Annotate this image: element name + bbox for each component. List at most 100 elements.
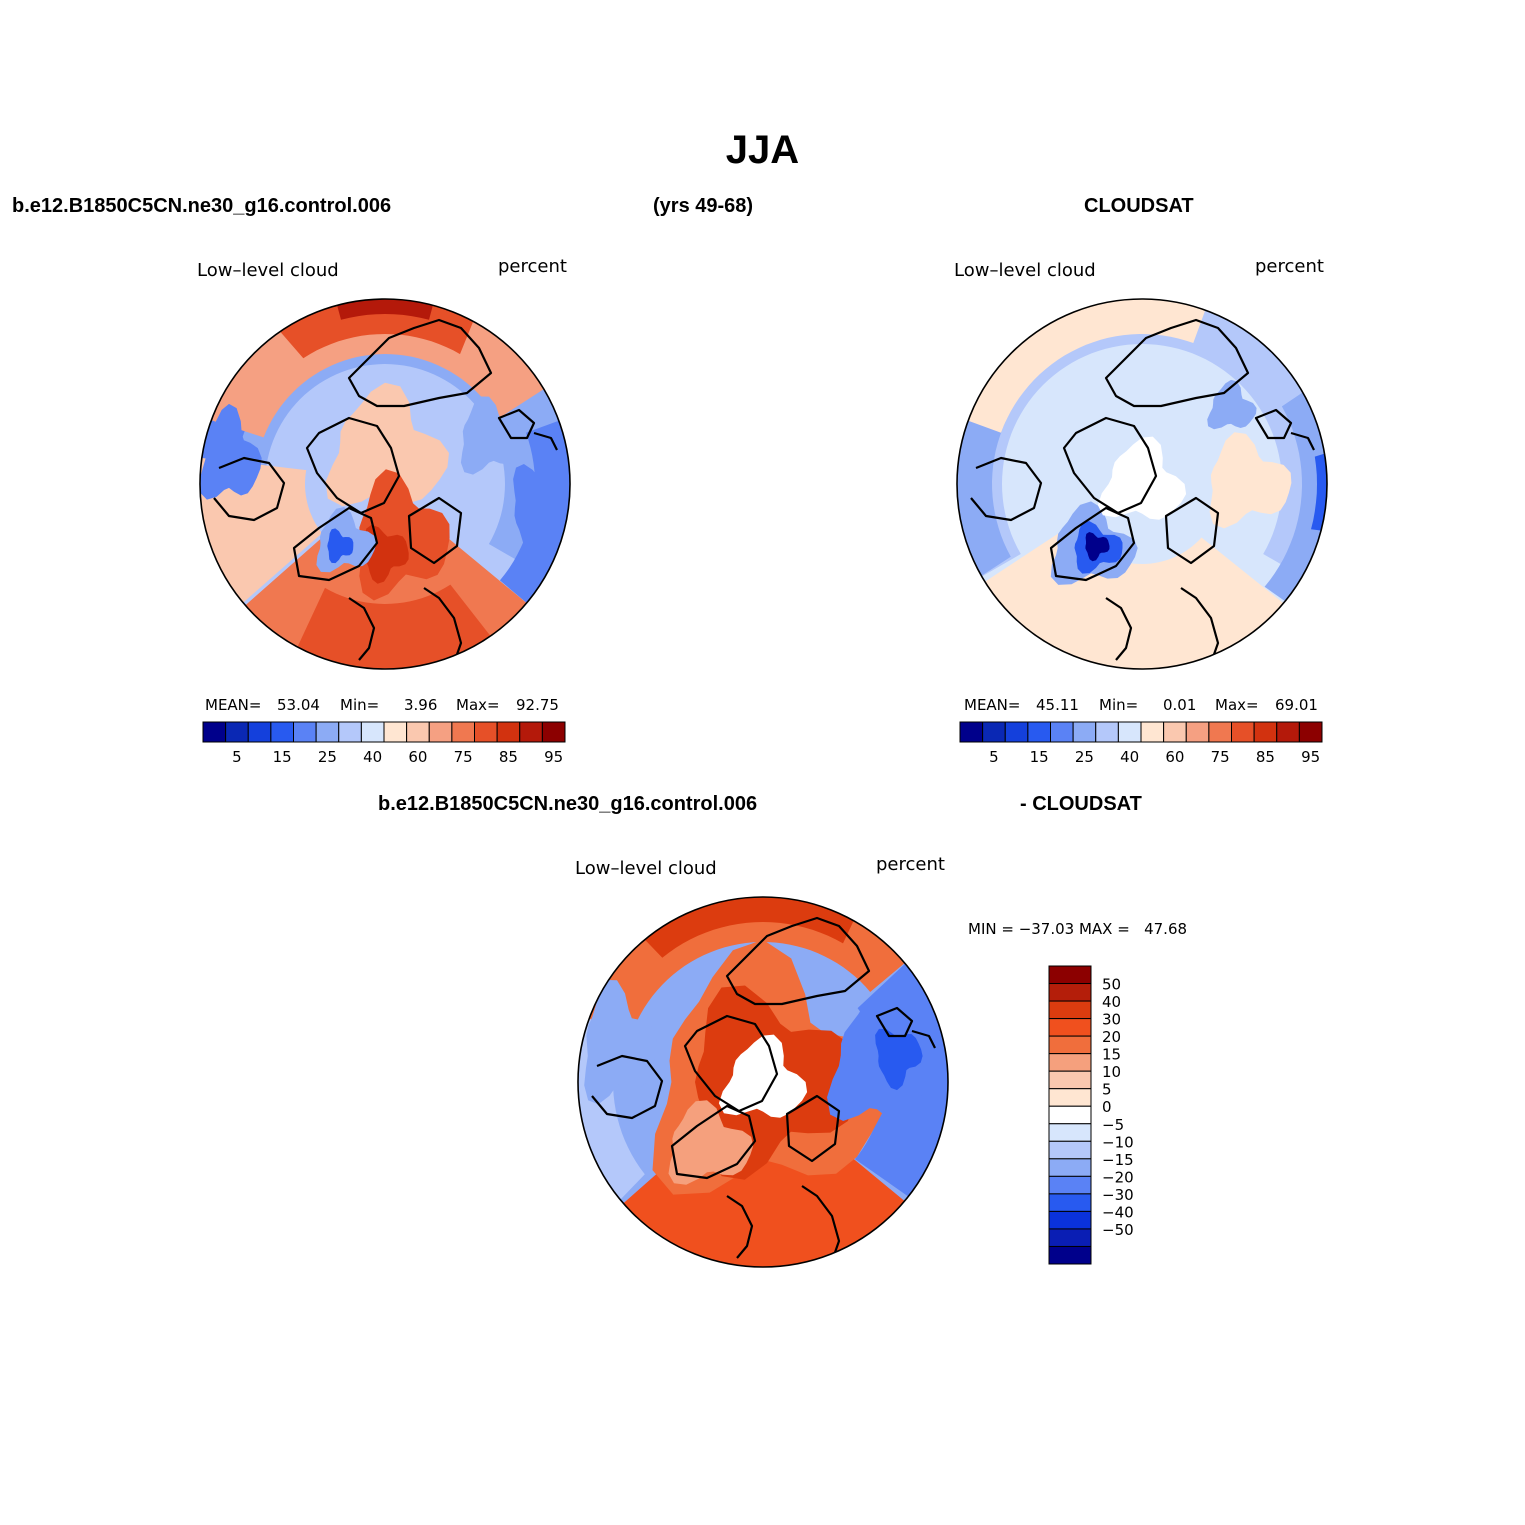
colorbar-tick-label: −10 [1102,1133,1134,1151]
colorbar-tick-label: 20 [1102,1028,1121,1046]
colorbar-swatch [202,721,227,743]
field-contour [1207,379,1257,430]
field-contour [327,528,354,564]
colorbar-swatch [496,721,521,743]
coastline [533,431,558,451]
coastline [347,318,493,408]
colorbar-tick-label: 50 [1102,976,1121,994]
colorbar-swatch [1048,1193,1092,1212]
obs-name: CLOUDSAT [1084,195,1194,217]
colorbar-tick-label: 25 [1075,748,1094,766]
colorbar-swatch [1095,721,1119,743]
colorbar-tick-label: 85 [499,748,518,766]
coastline [407,496,463,565]
model-mean-label: MEAN= [205,696,262,714]
obs-mean-label: MEAN= [964,696,1021,714]
field-contour [513,464,570,558]
colorbar-tick-label: −40 [1102,1203,1134,1221]
colorbar-tick-label: 95 [1301,748,1320,766]
colorbar-tick-label: 5 [232,748,242,766]
colorbar-tick-label: 60 [408,748,427,766]
colorbar-swatch [451,721,475,743]
colorbar-swatch [1048,1035,1092,1055]
colorbar-swatch [474,721,498,743]
obs-max-value: 69.01 [1275,696,1318,714]
colorbar-swatch [1048,1228,1092,1247]
colorbar-swatch [982,721,1006,743]
model-max-label: Max= [456,696,500,714]
diff-polar-map [577,896,949,1268]
colorbar-tick-label: 10 [1102,1063,1121,1081]
colorbar-swatch [1048,1123,1092,1142]
colorbar-swatch [1048,1245,1092,1265]
coastline [1104,318,1250,408]
map-border [956,298,1328,670]
colorbar-swatch [406,721,430,743]
coastline [305,416,401,515]
field-contour [460,396,524,475]
colorbar-swatch [360,721,385,743]
colorbar-tick-label: −20 [1102,1168,1134,1186]
colorbar-tick-label: 30 [1102,1011,1121,1029]
colorbar-tick-label: 15 [1030,748,1049,766]
colorbar-swatch [1231,721,1255,743]
coastline [213,456,286,522]
colorbar-swatch [1048,965,1092,985]
field-contour [200,403,262,500]
coastline [725,916,871,1006]
obs-mean-value: 45.11 [1036,696,1079,714]
coastline [1062,416,1158,515]
colorbar-swatch [1298,721,1323,743]
colorbar-tick-label: −5 [1102,1116,1124,1134]
coastline [1180,587,1220,664]
colorbar-swatch [293,721,317,743]
colorbar-tick-label: 75 [1211,748,1230,766]
colorbar-swatch [1048,1158,1092,1177]
field-contour [1097,436,1187,520]
colorbar-swatch [1048,1175,1092,1195]
colorbar-swatch [541,721,566,743]
coastline [1290,431,1315,451]
field-contour [957,299,1211,433]
colorbar-swatch [1276,721,1300,743]
diff-variable-label: Low–level cloud [575,858,717,879]
colorbar-tick-label: 40 [363,748,382,766]
colorbar-swatch [315,721,340,743]
years-label: (yrs 49-68) [653,195,754,217]
colorbar-swatch [519,721,543,743]
model-variable-label: Low–level cloud [197,260,339,281]
coastline [801,1185,841,1262]
colorbar-tick-label: −50 [1102,1221,1134,1239]
field-contour [325,382,449,507]
colorbar-swatch [270,721,294,743]
coastline [292,506,379,582]
field-contour [668,1100,754,1185]
coastline [911,1029,936,1049]
colorbar-swatch [1208,721,1232,743]
map-border [577,896,949,1268]
colorbar-swatch [1004,721,1029,743]
colorbar-swatch [428,721,453,743]
colorbar-swatch [1048,1053,1092,1072]
colorbar-swatch [1027,721,1051,743]
coastline [1254,408,1293,440]
coastline [1049,506,1136,582]
colorbar-swatch [1048,983,1092,1002]
field-contour [1085,532,1110,562]
colorbar-tick-label: −15 [1102,1151,1134,1169]
colorbar-swatch [383,721,408,743]
field-contour [827,992,929,1121]
colorbar-swatch [1072,721,1097,743]
coastline [785,1094,841,1163]
map-border [199,298,571,670]
colorbar-tick-label: 5 [989,748,999,766]
colorbar-tick-label: 40 [1102,993,1121,1011]
model-mean-value: 53.04 [277,696,320,714]
obs-units-label: percent [1255,256,1324,277]
obs-min-value: 0.01 [1163,696,1197,714]
model-max-value: 92.75 [516,696,559,714]
obs-variable-label: Low–level cloud [954,260,1096,281]
colorbar-swatch [1117,721,1142,743]
model-colorbar: 5 15 25 40 60 75 85 95 [202,721,566,766]
